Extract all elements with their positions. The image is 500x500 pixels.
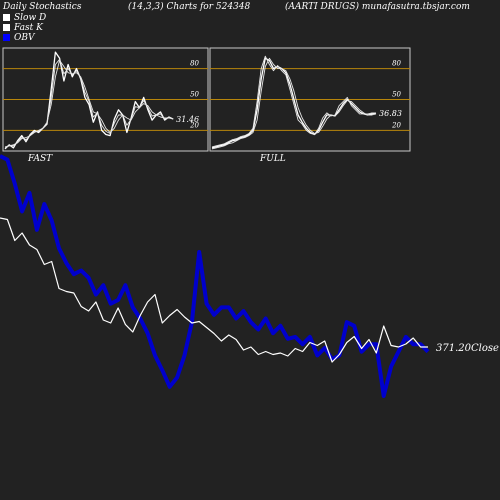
fast-panel-title: FAST: [27, 154, 53, 164]
legend-fast-k: Fast K: [3, 23, 43, 33]
full-series-line: [211, 55, 376, 148]
chart-title: Daily Stochastics: [3, 2, 82, 12]
close-price-label: 371.20Close: [436, 343, 499, 354]
full-tick-label: 80: [392, 60, 401, 68]
legend-label-obv: OBV: [14, 33, 35, 43]
close-price-line: [0, 217, 428, 363]
obv-line: [0, 154, 430, 398]
chart-source: (AARTI DRUGS) munafasutra.tbsjar.com: [285, 2, 470, 12]
fast-last-value: 31.46: [176, 115, 199, 124]
fast-tick-label: 50: [190, 91, 199, 99]
legend-swatch-obv: [3, 34, 10, 41]
chart-params: (14,3,3) Charts for 524348: [128, 2, 251, 12]
legend-label-slow-d: Slow D: [14, 13, 47, 23]
fast-tick-label: 20: [189, 121, 199, 129]
legend-slow-d: Slow D: [3, 13, 46, 23]
fast-tick-label: 80: [190, 60, 199, 68]
full-tick-label: 50: [392, 91, 401, 99]
fast-series-line: [4, 59, 174, 148]
fast-series-line: [4, 51, 174, 150]
legend-obv: OBV: [3, 33, 35, 43]
full-panel-title: FULL: [259, 154, 286, 164]
legend-label-fast-k: Fast K: [14, 23, 43, 33]
full-last-value: 36.83: [379, 109, 402, 118]
legend-swatch-slow-d: [3, 14, 10, 21]
legend-swatch-fast-k: [3, 24, 10, 31]
full-tick-label: 20: [391, 121, 401, 129]
fast-series-line: [4, 58, 174, 149]
